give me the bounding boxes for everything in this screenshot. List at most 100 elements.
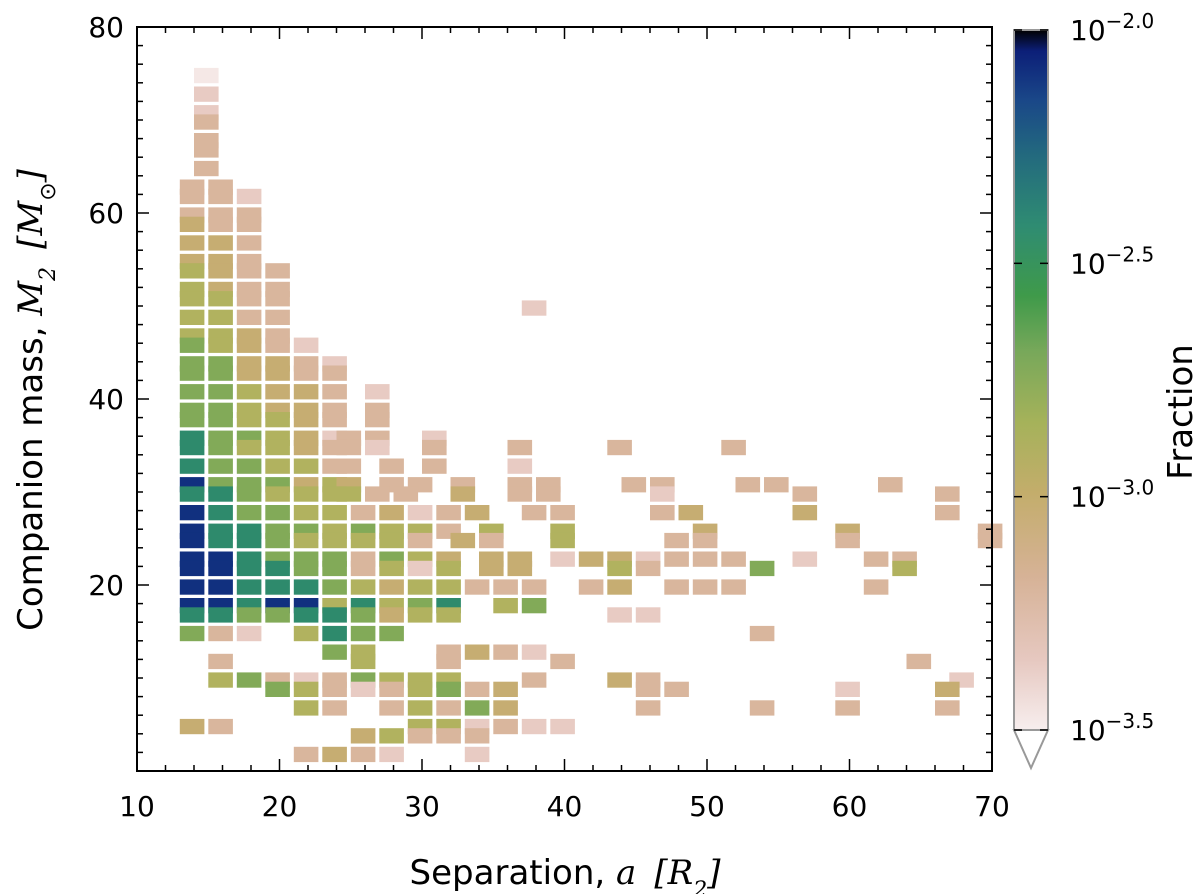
heatmap-cell xyxy=(208,309,233,325)
heatmap-cell xyxy=(721,439,746,456)
heatmap-cell xyxy=(407,532,433,549)
heatmap-cell xyxy=(179,337,205,353)
heatmap-cell xyxy=(379,681,404,697)
heatmap-cell xyxy=(236,263,262,279)
heatmap-cell xyxy=(265,337,290,353)
heatmap-cell xyxy=(635,560,661,577)
heatmap-cell xyxy=(293,458,319,474)
heatmap-cell xyxy=(236,337,262,353)
heatmap-cell xyxy=(179,532,205,549)
heatmap-cell xyxy=(208,532,233,549)
heatmap-cell xyxy=(236,607,262,623)
x-tick-label: 70 xyxy=(974,790,1010,823)
heatmap-cell xyxy=(293,505,319,521)
heatmap-cell xyxy=(265,681,290,697)
heatmap-cell xyxy=(365,486,390,502)
heatmap-cell xyxy=(350,505,376,521)
heatmap-cell xyxy=(550,505,575,521)
heatmap-cell xyxy=(265,412,290,428)
heatmap-cell xyxy=(749,625,775,642)
heatmap-cell xyxy=(265,384,290,400)
heatmap-cell xyxy=(892,560,917,577)
heatmap-cell xyxy=(935,486,960,502)
heatmap-cell xyxy=(521,300,547,316)
heatmap-cell xyxy=(863,579,889,595)
heatmap-cell xyxy=(208,216,233,232)
heatmap-cell xyxy=(407,681,433,697)
x-tick-label: 30 xyxy=(404,790,440,823)
heatmap-cell xyxy=(365,439,390,456)
heatmap-cell xyxy=(265,505,290,521)
heatmap-cell xyxy=(350,607,376,623)
heatmap-cell xyxy=(935,505,960,521)
heatmap-cell xyxy=(835,681,860,697)
heatmap-cell xyxy=(208,188,233,205)
heatmap-cell xyxy=(835,700,860,716)
heatmap-cell xyxy=(322,384,347,400)
y-tick-label: 60 xyxy=(88,197,124,230)
heatmap-cell xyxy=(650,505,675,521)
heatmap-cell xyxy=(293,625,319,642)
heatmap-cell xyxy=(365,412,390,428)
heatmap-cell xyxy=(607,579,632,595)
heatmap-cell xyxy=(208,291,233,307)
y-tick-label: 20 xyxy=(88,569,124,602)
heatmap-cell xyxy=(265,560,290,577)
heatmap-cell xyxy=(550,532,575,549)
heatmap-cell xyxy=(208,439,233,456)
heatmap-cell xyxy=(792,486,818,502)
colorbar-ticks xyxy=(1014,29,1048,731)
heatmap-cell xyxy=(422,458,447,474)
heatmap-cell xyxy=(265,579,290,595)
heatmap-cell xyxy=(450,532,476,549)
heatmap-cell xyxy=(208,672,233,688)
heatmap-cell xyxy=(179,384,205,400)
heatmap-cell xyxy=(464,746,490,763)
heatmap-cell xyxy=(379,728,404,744)
heatmap-cell xyxy=(393,486,419,502)
heatmap-cell xyxy=(265,439,290,456)
heatmap-cell xyxy=(792,505,818,521)
heatmap-cell xyxy=(721,579,746,595)
heatmap-cell xyxy=(464,644,490,660)
heatmap-cell xyxy=(208,486,233,502)
heatmap-cell xyxy=(650,486,675,502)
heatmap-cell xyxy=(322,560,347,577)
heatmap-cell xyxy=(236,216,262,232)
colorbar-tick-label: 10−2.5 xyxy=(1070,242,1154,280)
heatmap-cell xyxy=(179,625,205,642)
heatmap-cell xyxy=(236,625,262,642)
heatmap-cell xyxy=(236,291,262,307)
heatmap-cell xyxy=(436,560,461,577)
heatmap-cell xyxy=(322,412,347,428)
heatmap-cell xyxy=(379,607,404,623)
heatmap-cell xyxy=(678,505,704,521)
heatmap-cell xyxy=(407,560,433,577)
heatmap-cell xyxy=(179,412,205,428)
heatmap-cell xyxy=(208,505,233,521)
heatmap-cell xyxy=(407,505,433,521)
heatmap-cell xyxy=(550,551,575,567)
heatmap-cell xyxy=(664,681,689,697)
heatmap-cell xyxy=(179,560,205,577)
heatmap-cell xyxy=(265,365,290,381)
heatmap-cell xyxy=(550,718,575,735)
x-tick-label: 40 xyxy=(547,790,583,823)
heatmap-cell xyxy=(265,263,290,279)
heatmap-cell xyxy=(578,579,604,595)
heatmap-cell xyxy=(208,235,233,251)
heatmap-cell xyxy=(692,551,718,567)
heatmap-cell xyxy=(265,309,290,325)
heatmap-cell xyxy=(350,728,376,744)
heatmap-cell xyxy=(493,681,518,697)
heatmap-cell xyxy=(607,607,632,623)
heatmap-cell xyxy=(265,532,290,549)
heatmap-cell xyxy=(692,532,718,549)
heatmap-cell xyxy=(350,560,376,577)
heatmap-cell xyxy=(293,412,319,428)
heatmap-cell xyxy=(208,337,233,353)
heatmap-cell xyxy=(236,188,262,205)
heatmap-cell xyxy=(293,365,319,381)
heatmap-cell xyxy=(379,560,404,577)
heatmap-cell xyxy=(236,672,262,688)
